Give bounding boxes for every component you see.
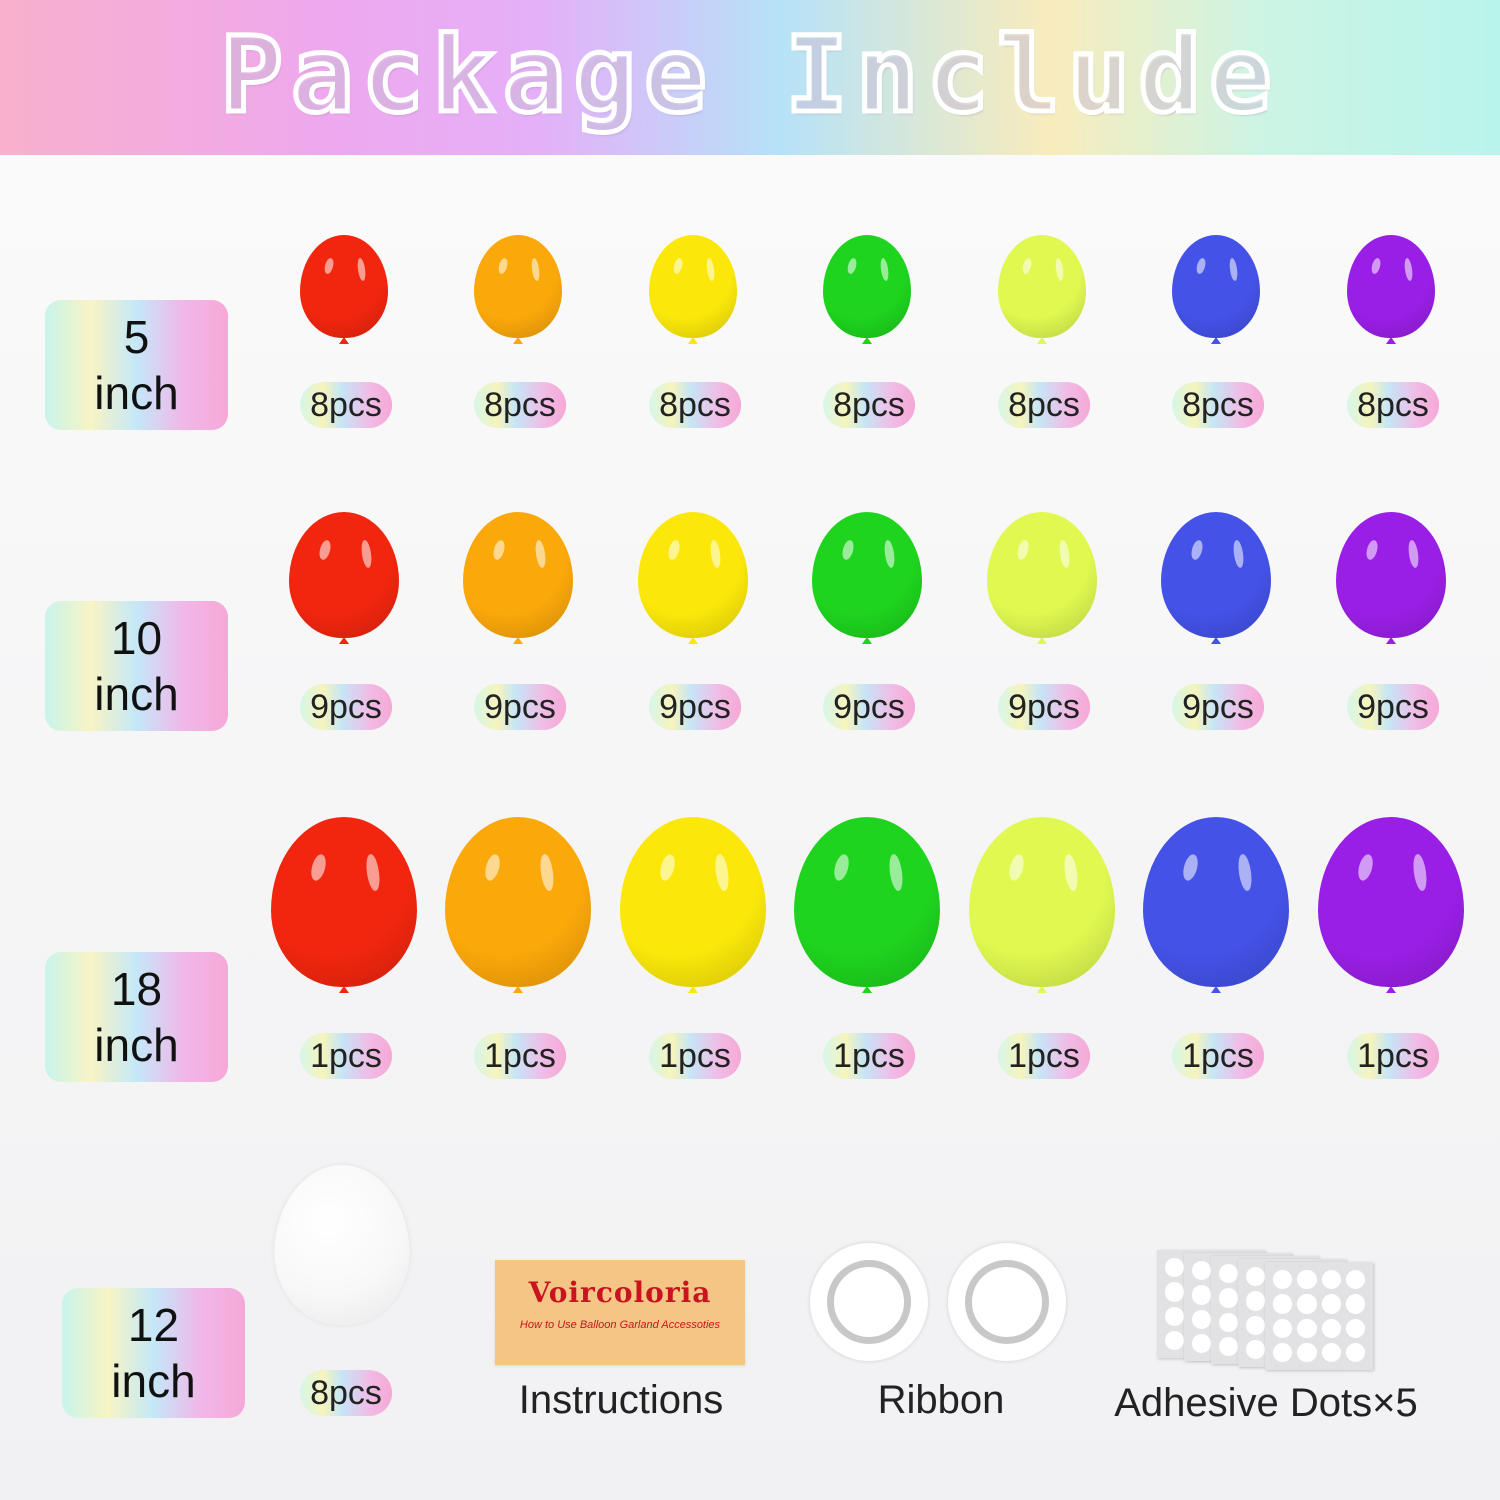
quantity-badge: 8pcs — [300, 1370, 392, 1416]
quantity-badge: 8pcs — [998, 382, 1090, 428]
instructions-subtitle: How to Use Balloon Garland Accessoties — [519, 1319, 721, 1331]
size-unit: inch — [94, 1019, 179, 1071]
balloon-orange — [445, 817, 591, 993]
quantity-badge: 9pcs — [1172, 684, 1264, 730]
size-label-18-inch: 18 inch — [45, 952, 228, 1082]
balloon-blue — [1172, 235, 1260, 344]
balloon-green — [794, 817, 940, 993]
ribbon-roll-icon — [948, 1243, 1066, 1361]
balloon-purple — [1347, 235, 1435, 344]
quantity-badge: 1pcs — [474, 1033, 566, 1079]
adhesive-dots-label: Adhesive Dots×5 — [1114, 1381, 1418, 1425]
instructions-card: Voircoloria How to Use Balloon Garland A… — [495, 1260, 745, 1365]
quantity-badge: 8pcs — [300, 382, 392, 428]
balloon-purple — [1336, 512, 1446, 644]
balloon-yellow — [620, 817, 766, 993]
balloon-yellow — [638, 512, 748, 644]
size-unit: inch — [94, 367, 179, 419]
quantity-badge: 1pcs — [1172, 1033, 1264, 1079]
ribbon-roll-icon — [810, 1243, 928, 1361]
balloon-blue — [1143, 817, 1289, 993]
quantity-badge: 9pcs — [649, 684, 741, 730]
balloon-blue — [1161, 512, 1271, 644]
quantity-badge: 1pcs — [1347, 1033, 1439, 1079]
quantity-badge: 1pcs — [649, 1033, 741, 1079]
balloon-green — [812, 512, 922, 644]
adhesive-dot-sheet — [1265, 1262, 1373, 1370]
instructions-label: Instructions — [518, 1378, 724, 1422]
balloon-red — [271, 817, 417, 993]
size-number: 12 — [127, 1299, 180, 1351]
quantity-badge: 1pcs — [998, 1033, 1090, 1079]
quantity-badge: 9pcs — [998, 684, 1090, 730]
quantity-badge: 1pcs — [300, 1033, 392, 1079]
balloon-lime — [969, 817, 1115, 993]
balloon-red — [289, 512, 399, 644]
size-label-5-inch: 5 inch — [45, 300, 228, 430]
balloon-purple — [1318, 817, 1464, 993]
page-title: Package Include — [218, 12, 1280, 139]
balloon-yellow — [649, 235, 737, 344]
size-unit: inch — [111, 1355, 196, 1407]
balloon-white — [274, 1165, 410, 1325]
quantity-badge: 8pcs — [474, 382, 566, 428]
quantity-badge: 9pcs — [823, 684, 915, 730]
quantity-badge: 1pcs — [823, 1033, 915, 1079]
balloon-orange — [474, 235, 562, 344]
quantity-badge: 8pcs — [1172, 382, 1264, 428]
header-banner: Package Include — [0, 0, 1500, 155]
quantity-badge: 9pcs — [474, 684, 566, 730]
quantity-badge: 8pcs — [1347, 382, 1439, 428]
size-number: 18 — [110, 963, 163, 1015]
balloon-orange — [463, 512, 573, 644]
size-number: 10 — [110, 612, 163, 664]
quantity-badge: 8pcs — [649, 382, 741, 428]
balloon-red — [300, 235, 388, 344]
brand-logo: Voircoloria — [528, 1276, 712, 1309]
balloon-lime — [987, 512, 1097, 644]
size-unit: inch — [94, 668, 179, 720]
ribbon-label: Ribbon — [877, 1378, 1005, 1422]
balloon-lime — [998, 235, 1086, 344]
size-label-10-inch: 10 inch — [45, 601, 228, 731]
size-number: 5 — [123, 311, 150, 363]
quantity-badge: 9pcs — [1347, 684, 1439, 730]
balloon-green — [823, 235, 911, 344]
size-label-12-inch: 12 inch — [62, 1288, 245, 1418]
quantity-badge: 8pcs — [823, 382, 915, 428]
quantity-badge: 9pcs — [300, 684, 392, 730]
